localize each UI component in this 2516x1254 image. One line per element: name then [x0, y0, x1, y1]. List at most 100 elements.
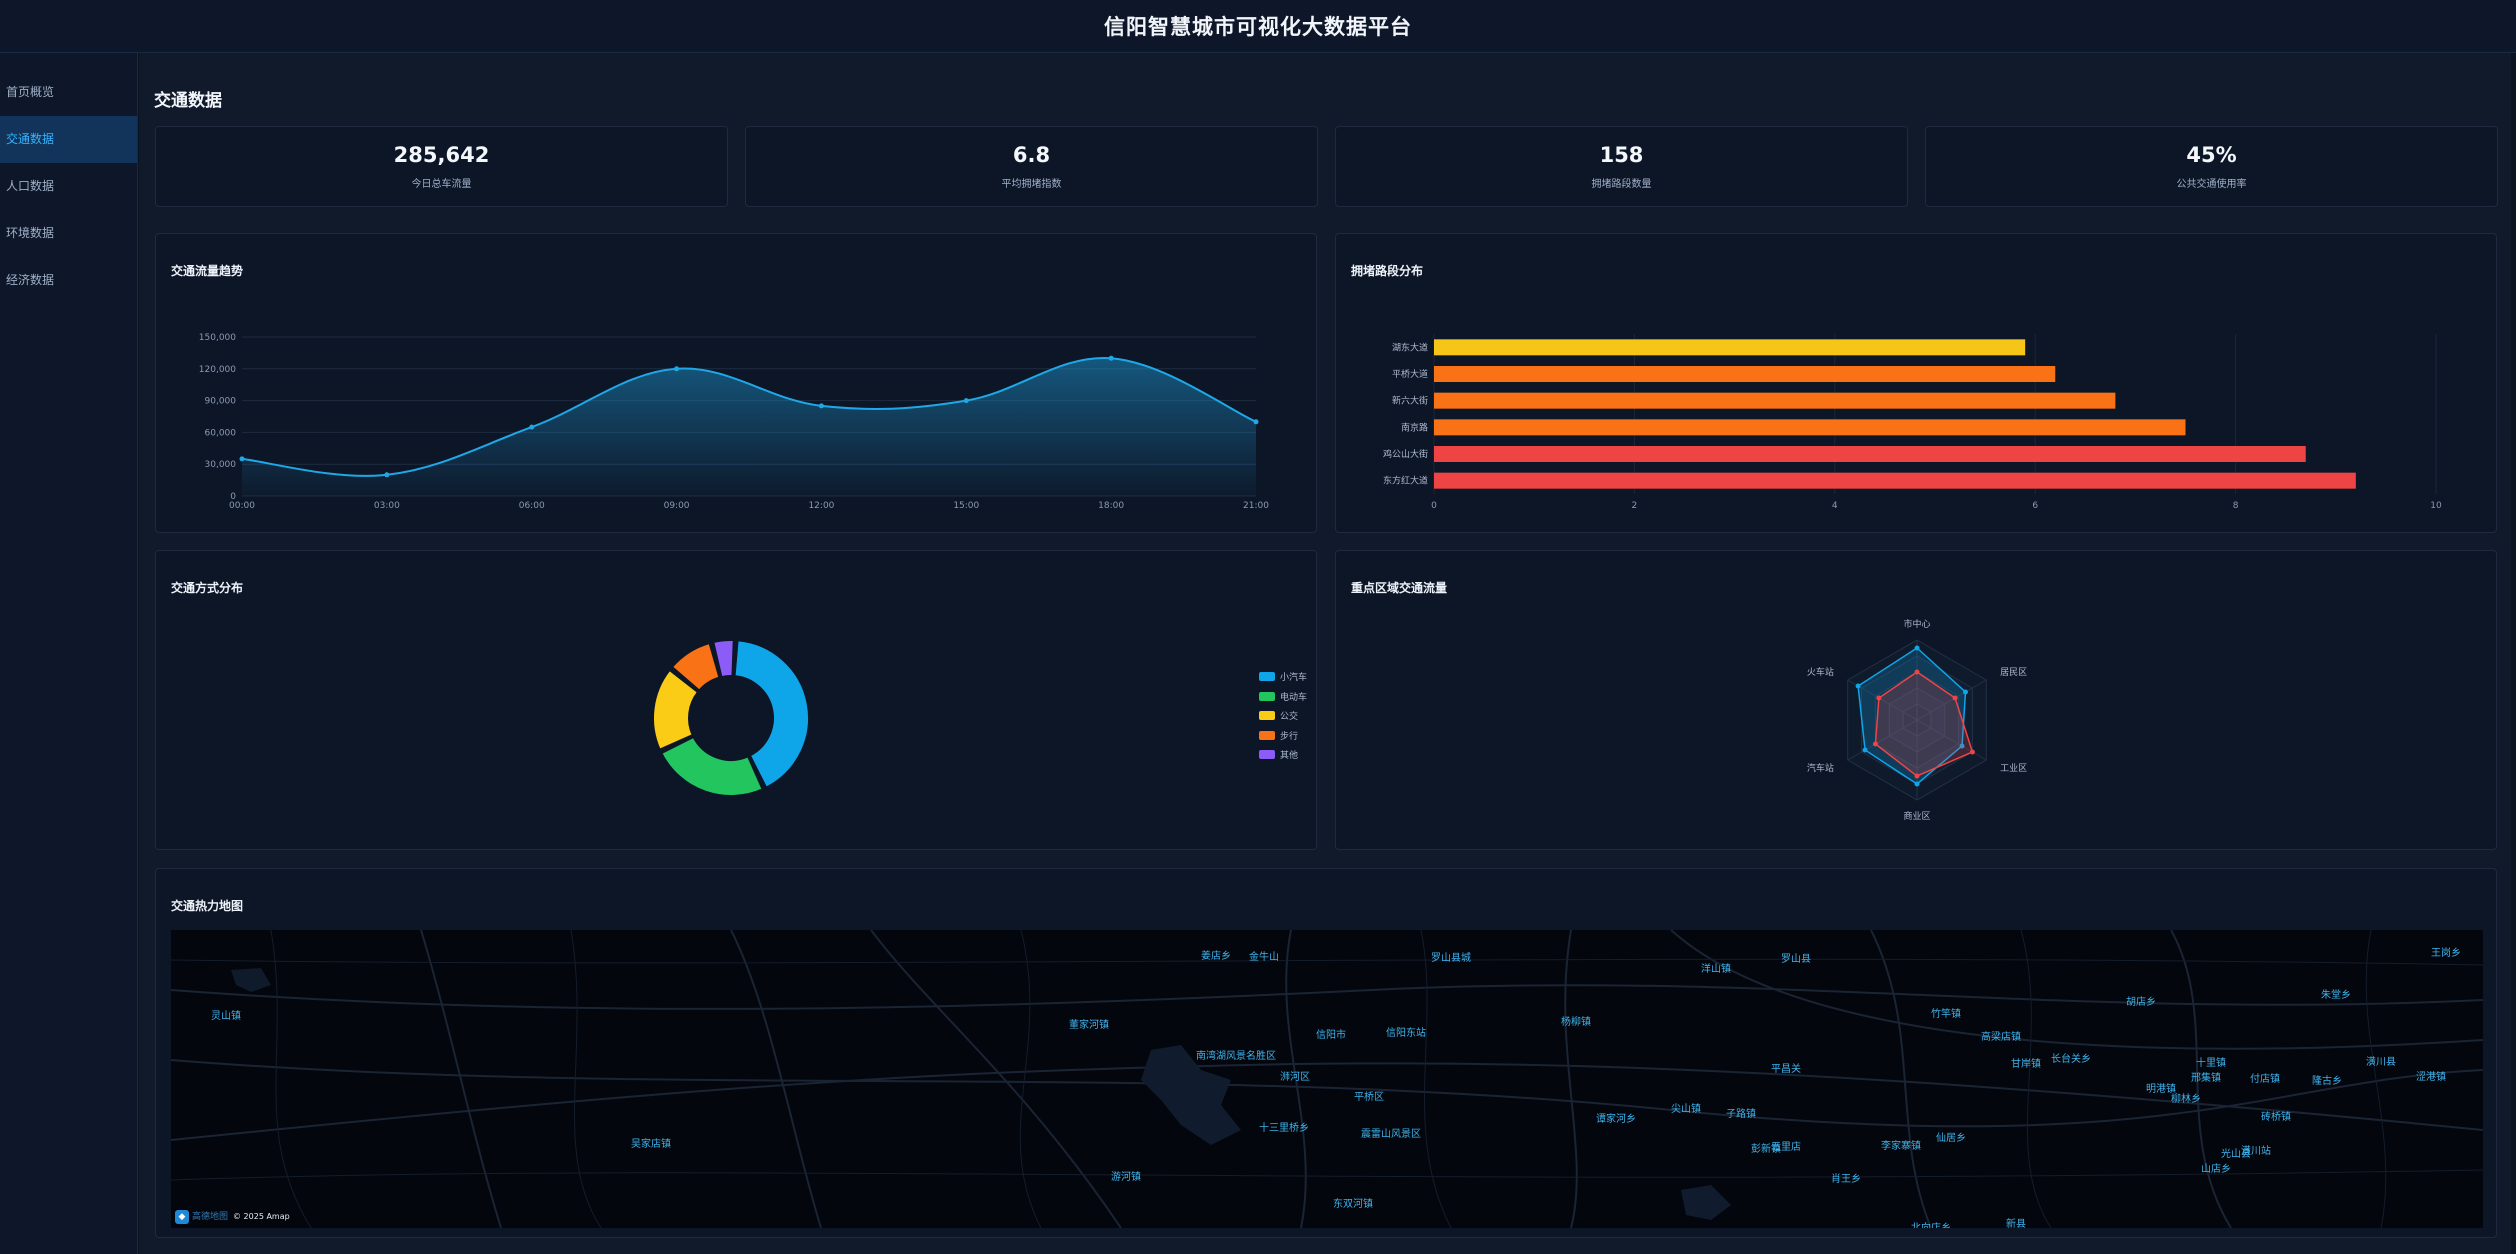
map-place-label: 十三里桥乡 [1259, 1123, 1309, 1134]
radar-point [1862, 747, 1868, 753]
sidebar-item-home[interactable]: 首页概览 [6, 85, 55, 99]
map-place-label: 竹竿镇 [1931, 1009, 1961, 1020]
sidebar-item-traffic[interactable]: 交通数据 [0, 116, 137, 163]
radar-indicator-label: 市中心 [1903, 618, 1930, 630]
map-place-label: 砖桥镇 [2261, 1112, 2291, 1123]
map-copyright: © 2025 Amap [233, 1212, 290, 1221]
radar-point [1952, 695, 1958, 701]
map-place-label: 柳林乡 [2171, 1094, 2201, 1105]
map-place-label: 隆古乡 [2312, 1076, 2342, 1087]
sidebar-item-economy[interactable]: 经济数据 [6, 273, 55, 287]
panel-key-areas: 重点区域交通流量 市中心 居民区 工业区 商业区 汽车站 火车站 [1335, 550, 2497, 850]
stat-value: 158 [1599, 143, 1644, 167]
x-tick-label: 21:00 [1243, 501, 1269, 511]
radar-point [1914, 645, 1920, 651]
map-place-label: 子路镇 [1726, 1109, 1756, 1120]
map-place-label: 罗山县城 [1431, 953, 1471, 964]
sidebar: 首页概览 交通数据 人口数据 环境数据 经济数据 [0, 53, 138, 1254]
app-header: 信阳智慧城市可视化大数据平台 [0, 0, 2516, 53]
x-tick-label: 03:00 [374, 501, 400, 511]
x-tick-label: 6 [2032, 501, 2038, 511]
map-place-label: 北向店乡 [1911, 1219, 1951, 1228]
legend-item[interactable]: 小汽车 [1259, 667, 1307, 687]
map-place-label: 胡店乡 [2126, 997, 2156, 1008]
legend-item[interactable]: 电动车 [1259, 687, 1307, 707]
data-point [674, 366, 680, 372]
traffic-trend-chart: 0 30,000 60,000 90,000 120,000 150,000 00:00 03… [199, 333, 1269, 511]
panel-title: 交通热力地图 [171, 899, 244, 913]
panel-title: 拥堵路段分布 [1351, 264, 1424, 278]
y-tick-label: 0 [230, 492, 236, 502]
map-place-label: 李家寨镇 [1881, 1141, 1921, 1152]
map-place-label: 涩港镇 [2416, 1072, 2446, 1083]
data-point [384, 472, 390, 478]
pie-slice [733, 639, 810, 789]
legend-item[interactable]: 其他 [1259, 745, 1307, 765]
panel-mode-share: 交通方式分布 小汽车 电动车 公交 步行 其他 [155, 550, 1317, 850]
map-place-label: 明港镇 [2146, 1084, 2176, 1095]
amap-logo-icon: ◆ [175, 1210, 189, 1224]
y-tick-label: 60,000 [205, 428, 237, 438]
x-tick-label: 09:00 [664, 501, 690, 511]
legend-swatch [1259, 711, 1275, 721]
legend-swatch [1259, 730, 1275, 740]
bar [1434, 366, 2056, 382]
category-label: 东方红大道 [1383, 475, 1428, 487]
map-logo-text: 高德地图 [192, 1212, 229, 1222]
legend-label: 其他 [1280, 751, 1299, 762]
pie-slice [671, 642, 721, 692]
pie-slice [712, 639, 735, 679]
map-place-label: 新县 [2006, 1219, 2026, 1228]
panel-heatmap: 交通热力地图 [155, 868, 2497, 1238]
category-label: 鸡公山大街 [1383, 448, 1428, 460]
sidebar-item-environment[interactable]: 环境数据 [6, 226, 55, 240]
chart-legend: 小汽车电动车公交步行其他 [1259, 667, 1307, 765]
radar-indicator-label: 居民区 [2000, 667, 2027, 678]
x-tick-label: 06:00 [519, 501, 545, 511]
x-tick-label: 00:00 [229, 501, 255, 511]
x-tick-label: 10 [2430, 501, 2442, 511]
radar-axis [1916, 679, 1987, 721]
radar-point [1962, 689, 1968, 695]
map-place-label: 金牛山 [1249, 952, 1279, 963]
map-place-label: 山店乡 [2201, 1164, 2231, 1175]
legend-item[interactable]: 步行 [1259, 726, 1307, 746]
map-roads [171, 930, 2483, 1228]
area-fill [242, 357, 1256, 496]
x-tick-label: 12:00 [808, 501, 834, 511]
radar-axis [1847, 719, 1918, 761]
map-place-label: 长台关乡 [2051, 1054, 2091, 1065]
stat-card-congested-roads: 158 拥堵路段数量 [1335, 126, 1908, 207]
stat-label: 平均拥堵指数 [1001, 179, 1062, 190]
traffic-heat-map[interactable]: 罗山县 灵山镇 金牛山 董家河镇 信阳市 信阳东站 南湾湖风景名胜区 浉河区 平桥区 十三里桥乡震… [171, 930, 2483, 1228]
x-tick-label: 0 [1431, 501, 1437, 511]
y-tick-label: 30,000 [205, 460, 237, 470]
legend-label: 步行 [1280, 731, 1299, 742]
radar-point [1872, 741, 1878, 747]
map-place-label: 南湾湖风景名胜区 [1196, 1051, 1276, 1062]
map-place-label: 朱堂乡 [2321, 990, 2351, 1001]
main-content: 交通数据 285,642 今日总车流量 6.8 平均拥堵指数 158 拥堵路段数… [139, 53, 2511, 1254]
map-place-label: 尖山镇 [1671, 1104, 1701, 1115]
data-point [963, 398, 969, 404]
x-tick-label: 15:00 [953, 501, 979, 511]
stat-label: 今日总车流量 [411, 179, 472, 190]
mode-share-chart [652, 639, 810, 797]
stat-card-congestion-index: 6.8 平均拥堵指数 [745, 126, 1318, 207]
legend-label: 电动车 [1280, 692, 1308, 703]
sidebar-item-population[interactable]: 人口数据 [6, 179, 55, 193]
legend-item[interactable]: 公交 [1259, 706, 1307, 726]
bar [1434, 339, 2026, 356]
map-place-label: 平昌关 [1771, 1064, 1801, 1075]
map-place-label: 董家河镇 [1069, 1020, 1109, 1031]
legend-swatch [1259, 691, 1275, 701]
map-place-label: 肖王乡 [1831, 1174, 1861, 1185]
bar [1434, 446, 2306, 462]
map-place-label: 甘岸镇 [2011, 1059, 2041, 1070]
stat-card-transit-usage: 45% 公共交通使用率 [1925, 126, 2498, 207]
stat-value: 45% [2186, 143, 2237, 167]
radar-indicator-label: 火车站 [1807, 666, 1834, 678]
map-place-label: 平桥区 [1354, 1092, 1384, 1103]
map-place-label: 潢川站 [2241, 1146, 2271, 1157]
